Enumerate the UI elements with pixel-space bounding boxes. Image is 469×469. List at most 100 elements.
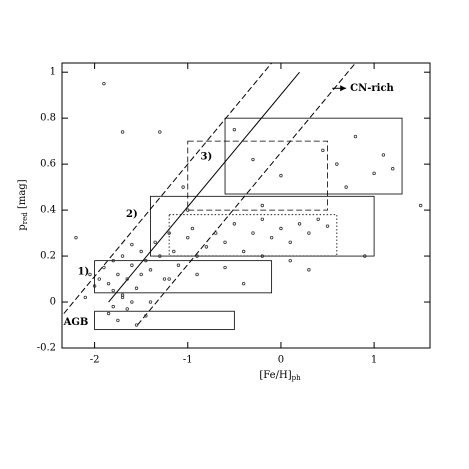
data-point xyxy=(307,231,311,235)
y-tick-label: 0.6 xyxy=(40,159,56,170)
data-point xyxy=(335,162,339,166)
data-point xyxy=(297,222,302,226)
y-tick-label: 0.4 xyxy=(40,205,56,216)
reference-line xyxy=(108,71,300,303)
data-point xyxy=(148,268,153,272)
data-point xyxy=(139,272,143,277)
selection-box xyxy=(94,260,273,294)
data-point xyxy=(353,134,358,139)
data-point xyxy=(158,254,162,258)
reference-line xyxy=(137,62,356,326)
data-point xyxy=(307,268,311,272)
data-point xyxy=(418,203,423,208)
data-point xyxy=(134,323,139,327)
data-point xyxy=(391,167,395,171)
box-label: 1) xyxy=(78,267,90,278)
data-point xyxy=(214,231,218,235)
plot-frame xyxy=(61,62,431,349)
data-point xyxy=(148,300,153,304)
data-point xyxy=(176,263,181,267)
data-point xyxy=(74,235,78,240)
data-point xyxy=(111,288,115,293)
y-tick-label: -0.2 xyxy=(37,343,56,354)
data-point xyxy=(130,300,134,304)
data-point xyxy=(130,263,134,267)
data-point xyxy=(92,284,97,288)
data-point xyxy=(316,217,320,221)
data-point xyxy=(106,281,111,286)
x-label-main: [Fe/H] xyxy=(259,370,291,381)
data-point xyxy=(167,231,171,235)
data-point xyxy=(186,235,190,240)
data-point xyxy=(111,258,115,263)
data-point xyxy=(102,265,106,270)
y-tick-label: 0.8 xyxy=(40,113,56,124)
data-point xyxy=(241,281,246,286)
x-tick-label: -1 xyxy=(183,355,193,366)
data-point xyxy=(83,295,87,300)
selection-box xyxy=(224,117,403,195)
data-point xyxy=(232,127,237,132)
x-label-sub: ph xyxy=(292,374,301,382)
box-label: 2) xyxy=(126,209,138,220)
data-point xyxy=(144,314,148,318)
data-point xyxy=(325,224,330,228)
data-point xyxy=(223,265,227,270)
data-point xyxy=(232,222,237,226)
data-point xyxy=(130,242,134,247)
data-point xyxy=(260,217,265,221)
data-point xyxy=(241,249,246,254)
data-point xyxy=(204,245,209,249)
data-point xyxy=(97,277,101,281)
data-point xyxy=(186,208,190,212)
y-axis-label: pred [mag] xyxy=(17,179,30,230)
data-point xyxy=(120,130,125,134)
data-point xyxy=(251,157,255,162)
y-tick-label: 0 xyxy=(50,297,56,308)
y-label-unit: [mag] xyxy=(17,179,28,212)
data-point xyxy=(363,254,367,258)
x-axis-label: [Fe/H]ph xyxy=(259,370,301,383)
data-point xyxy=(372,171,376,176)
y-label-sub: red xyxy=(21,212,29,224)
data-point xyxy=(162,277,167,281)
selection-box xyxy=(150,195,375,257)
data-point xyxy=(144,258,148,263)
data-point xyxy=(172,249,176,254)
box-label: 3) xyxy=(201,152,213,163)
data-point xyxy=(120,254,125,258)
data-point xyxy=(125,307,129,311)
x-tick-label: 0 xyxy=(278,355,284,366)
data-point xyxy=(116,318,120,323)
data-point xyxy=(344,185,348,189)
y-tick-label: 1 xyxy=(50,67,56,78)
data-point xyxy=(111,304,115,309)
data-point xyxy=(102,81,106,86)
data-point xyxy=(158,130,162,134)
data-point xyxy=(279,226,283,231)
selection-box xyxy=(187,140,328,211)
box-label: AGB xyxy=(63,317,89,328)
data-point xyxy=(288,258,292,263)
data-point xyxy=(167,277,171,281)
data-point xyxy=(153,240,157,244)
data-point xyxy=(269,235,274,240)
data-point xyxy=(88,272,92,277)
data-point xyxy=(181,185,185,189)
x-tick-label: -2 xyxy=(90,355,100,366)
data-point xyxy=(125,277,129,281)
data-point xyxy=(106,311,111,316)
data-point xyxy=(288,240,292,244)
data-point xyxy=(195,272,199,277)
data-point xyxy=(116,272,120,277)
data-point xyxy=(260,254,265,258)
data-point xyxy=(321,148,325,153)
data-point xyxy=(260,203,265,208)
data-point xyxy=(381,153,386,157)
reference-line xyxy=(63,62,273,314)
y-tick-label: 0.2 xyxy=(40,251,56,262)
selection-box xyxy=(94,310,235,331)
arrow-head xyxy=(340,85,347,92)
data-point xyxy=(120,293,125,297)
